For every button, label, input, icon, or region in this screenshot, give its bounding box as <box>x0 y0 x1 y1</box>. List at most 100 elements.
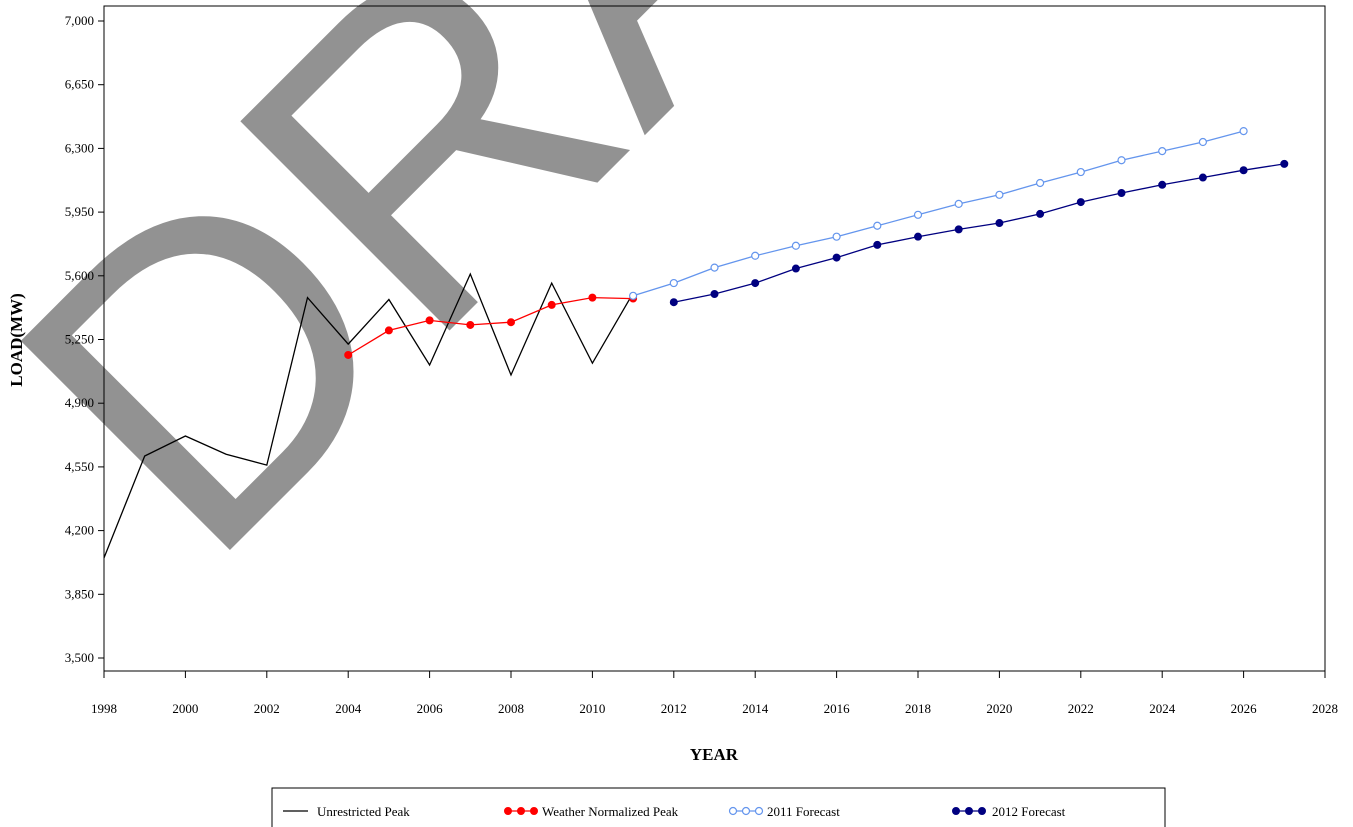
data-point <box>832 232 841 241</box>
x-tick-label: 2010 <box>579 701 605 716</box>
legend-label: 2012 Forecast <box>992 804 1066 819</box>
legend-item-1: Weather Normalized Peak <box>504 804 679 819</box>
data-point <box>1117 188 1126 197</box>
x-tick-label: 2028 <box>1312 701 1338 716</box>
legend-marker <box>517 807 525 815</box>
x-tick-label: 2020 <box>986 701 1012 716</box>
series-line <box>632 130 1244 297</box>
legend-item-2: 2011 Forecast <box>728 804 840 819</box>
y-tick-label: 3,500 <box>65 650 94 665</box>
data-point <box>344 350 353 359</box>
draft-watermark: DRAFT <box>0 0 1283 640</box>
data-point <box>669 278 678 288</box>
data-point <box>995 190 1004 199</box>
data-point <box>751 279 760 288</box>
legend-marker <box>530 807 538 815</box>
data-point <box>710 263 719 272</box>
x-tick-label: 2016 <box>824 701 851 716</box>
y-tick-label: 6,650 <box>65 77 94 92</box>
series-line <box>673 163 1285 303</box>
draft-watermark-text: DRAFT <box>0 0 1283 640</box>
y-axis: 3,500 3,850 4,200 4,550 4,900 5,250 5,600 5,950… <box>65 13 104 665</box>
data-point <box>1158 147 1167 156</box>
data-point <box>791 264 800 273</box>
plot-frame <box>103 5 1326 672</box>
legend-marker <box>754 806 764 816</box>
data-point <box>954 199 963 209</box>
data-point <box>1035 178 1045 188</box>
x-tick-label: 2014 <box>742 701 769 716</box>
y-tick-label: 5,950 <box>65 204 94 219</box>
data-point <box>1117 156 1126 165</box>
legend-marker <box>952 807 960 815</box>
x-tick-label: 2004 <box>335 701 362 716</box>
legend-label: Unrestricted Peak <box>317 804 410 819</box>
legend: Unrestricted Peak Weather Normalized Peak… <box>271 787 1166 827</box>
series-3 <box>669 159 1289 307</box>
data-point <box>1280 159 1289 168</box>
x-tick-label: 2018 <box>905 701 931 716</box>
x-tick-label: 2024 <box>1149 701 1176 716</box>
legend-marker <box>741 806 751 816</box>
y-axis-title: LOAD(MW) <box>7 293 26 386</box>
x-tick-label: 1998 <box>91 701 117 716</box>
data-point <box>384 326 393 335</box>
legend-label: 2011 Forecast <box>767 804 840 819</box>
data-point <box>1239 166 1248 175</box>
data-point <box>1239 127 1248 136</box>
legend-label: Weather Normalized Peak <box>542 804 679 819</box>
data-point <box>425 316 434 325</box>
data-point <box>913 210 923 219</box>
data-point <box>873 221 882 230</box>
series-1 <box>344 293 638 359</box>
data-point <box>628 291 638 300</box>
legend-item-3: 2012 Forecast <box>952 804 1066 819</box>
data-point <box>507 318 515 327</box>
x-tick-label: 2000 <box>172 701 198 716</box>
data-point <box>1198 137 1208 147</box>
x-tick-label: 2008 <box>498 701 524 716</box>
y-tick-label: 4,550 <box>65 459 94 474</box>
y-tick-label: 5,250 <box>65 332 94 347</box>
data-point <box>751 251 760 260</box>
series-0 <box>103 272 634 559</box>
series-layer <box>103 127 1289 559</box>
data-point <box>1076 198 1085 207</box>
data-point <box>1198 173 1207 182</box>
data-point <box>466 320 475 329</box>
x-tick-label: 2012 <box>661 701 687 716</box>
data-point <box>873 240 882 249</box>
legend-box <box>271 787 1166 827</box>
legend-item-0: Unrestricted Peak <box>283 804 410 819</box>
series-2 <box>628 127 1248 300</box>
y-tick-label: 6,300 <box>65 140 94 155</box>
legend-marker <box>965 807 973 815</box>
y-tick-label: 4,200 <box>65 523 94 538</box>
data-point <box>1036 209 1045 218</box>
y-tick-label: 7,000 <box>65 13 94 28</box>
series-line <box>347 296 634 356</box>
y-tick-label: 4,900 <box>65 395 94 410</box>
y-tick-label: 3,850 <box>65 586 94 601</box>
data-point <box>710 290 719 298</box>
data-point <box>914 232 922 241</box>
x-tick-label: 2026 <box>1231 701 1258 716</box>
legend-marker <box>728 806 738 816</box>
x-axis: 1998 2000 2002 2004 2006 2008 2010 2012 2014 2016… <box>91 671 1338 716</box>
data-point <box>588 293 597 302</box>
x-tick-label: 2002 <box>254 701 280 716</box>
x-tick-label: 2022 <box>1068 701 1094 716</box>
data-point <box>954 225 963 234</box>
data-point <box>1076 167 1085 177</box>
data-point <box>832 253 841 262</box>
data-point <box>1158 180 1167 189</box>
data-point <box>547 300 556 309</box>
x-tick-label: 2006 <box>417 701 444 716</box>
data-point <box>995 219 1004 228</box>
legend-marker <box>978 807 986 815</box>
data-point <box>669 298 678 307</box>
data-point <box>791 241 801 250</box>
legend-marker <box>504 807 512 815</box>
x-axis-title: YEAR <box>690 745 739 764</box>
